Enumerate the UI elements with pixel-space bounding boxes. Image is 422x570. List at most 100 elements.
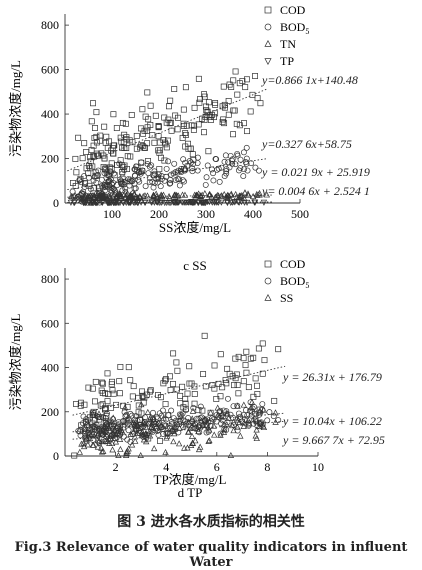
point-bod5: [223, 153, 228, 158]
point-cod: [114, 125, 119, 130]
point-cod: [90, 101, 95, 106]
point-cod: [188, 146, 193, 151]
point-bod5: [256, 168, 261, 173]
point-cod: [192, 105, 197, 110]
point-cod: [241, 356, 246, 361]
point-ss: [110, 447, 115, 452]
point-cod: [128, 378, 133, 383]
legend-marker-ss: [265, 295, 271, 301]
panel-label: d TP: [178, 485, 203, 500]
point-cod: [231, 383, 236, 388]
point-bod5: [225, 396, 230, 401]
y-tick-label: 400: [41, 361, 59, 375]
legend-label-bod5: BOD5: [280, 274, 309, 290]
point-cod: [80, 156, 85, 161]
point-cod: [253, 376, 258, 381]
point-cod: [262, 357, 267, 362]
point-cod: [200, 371, 205, 376]
point-cod: [102, 124, 107, 129]
point-cod: [206, 149, 211, 154]
point-cod: [192, 391, 197, 396]
point-cod: [254, 383, 259, 388]
point-cod: [170, 381, 175, 386]
point-cod: [126, 365, 131, 370]
point-cod: [73, 156, 78, 161]
point-cod: [153, 113, 158, 118]
point-bod5: [204, 175, 209, 180]
point-ss: [249, 399, 254, 404]
point-ss: [171, 439, 176, 444]
point-cod: [218, 352, 223, 357]
point-cod: [83, 149, 88, 154]
legend-marker-tn: [265, 41, 271, 47]
y-tick-label: 0: [53, 449, 59, 463]
point-cod: [244, 370, 249, 375]
point-cod: [92, 125, 97, 130]
x-tick-label: 500: [291, 207, 309, 221]
point-bod5: [222, 159, 227, 164]
point-bod5: [168, 177, 173, 182]
point-cod: [235, 92, 240, 97]
point-cod: [212, 363, 217, 368]
point-cod: [187, 364, 192, 369]
point-cod: [185, 391, 190, 396]
point-bod5: [139, 160, 144, 165]
point-bod5: [143, 184, 148, 189]
equation-label: y=0.866 1x+140.48: [261, 73, 358, 87]
point-bod5: [244, 156, 249, 161]
point-cod: [212, 102, 217, 107]
y-axis-label: 污染物浓度/mg/L: [8, 314, 23, 411]
point-ss: [152, 446, 157, 451]
point-bod5: [99, 177, 104, 182]
legend-label-ss: SS: [280, 291, 293, 305]
point-cod: [131, 384, 136, 389]
equation-label: y = 0.021 9x + 25.919: [261, 165, 370, 179]
point-cod: [190, 152, 195, 157]
point-cod: [232, 108, 237, 113]
point-bod5: [241, 167, 246, 172]
point-cod: [181, 107, 186, 112]
point-tn: [202, 191, 207, 196]
point-bod5: [203, 182, 208, 187]
legend-marker-bod5: [265, 24, 271, 30]
point-cod: [102, 156, 107, 161]
point-bod5: [146, 171, 151, 176]
point-cod: [210, 382, 215, 387]
point-cod: [76, 135, 81, 140]
point-cod: [175, 368, 180, 373]
legend-label-cod: COD: [280, 3, 306, 17]
point-bod5: [181, 179, 186, 184]
point-cod: [98, 133, 103, 138]
panel-label: c SS: [183, 258, 206, 273]
point-cod: [256, 346, 261, 351]
equation-label: y=0.327 6x+58.75: [261, 137, 352, 151]
point-bod5: [177, 183, 182, 188]
point-cod: [243, 84, 248, 89]
point-bod5: [276, 417, 281, 422]
x-axis-label: SS浓度/mg/L: [159, 220, 231, 235]
equation-label: y = 9.667 7x + 72.95: [282, 433, 385, 447]
y-tick-label: 800: [41, 18, 59, 32]
point-cod: [140, 107, 145, 112]
point-bod5: [166, 159, 171, 164]
point-cod: [236, 354, 241, 359]
legend-marker-bod5: [265, 278, 271, 284]
point-cod: [246, 384, 251, 389]
x-tick-label: 2: [113, 460, 119, 474]
legend-subscript: 5: [305, 27, 309, 36]
point-cod: [134, 133, 139, 138]
legend-subscript: 5: [305, 281, 309, 290]
point-cod: [78, 400, 83, 405]
y-tick-label: 800: [41, 272, 59, 286]
point-cod: [111, 391, 116, 396]
point-bod5: [187, 158, 192, 163]
point-cod: [233, 356, 238, 361]
point-cod: [255, 96, 260, 101]
point-ss: [208, 410, 213, 415]
point-cod: [168, 98, 173, 103]
point-ss: [118, 447, 123, 452]
y-tick-label: 400: [41, 107, 59, 121]
point-ss: [116, 453, 121, 458]
point-bod5: [172, 161, 177, 166]
